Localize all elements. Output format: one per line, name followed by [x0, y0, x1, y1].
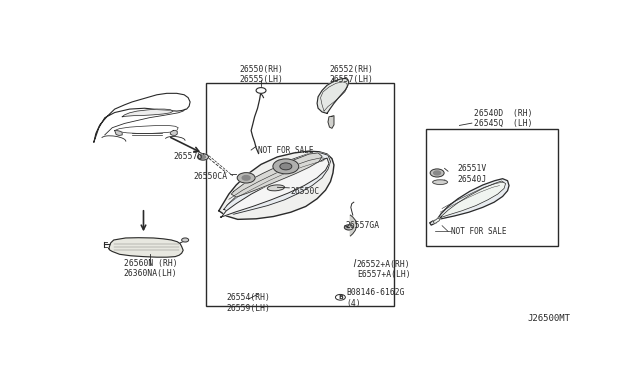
Circle shape — [237, 173, 255, 183]
Circle shape — [280, 163, 292, 170]
Polygon shape — [328, 116, 334, 128]
Circle shape — [200, 155, 205, 158]
Text: NOT FOR SALE: NOT FOR SALE — [257, 145, 313, 154]
Polygon shape — [350, 215, 356, 236]
Text: 26550CA: 26550CA — [193, 173, 227, 182]
Circle shape — [256, 87, 266, 93]
Circle shape — [182, 238, 189, 242]
Text: B: B — [338, 295, 343, 300]
Polygon shape — [433, 181, 506, 224]
Text: 26552+A(RH)
E6557+A(LH): 26552+A(RH) E6557+A(LH) — [356, 260, 410, 279]
Text: NOT FOR SALE: NOT FOR SALE — [451, 227, 506, 236]
Text: 26540J: 26540J — [457, 175, 486, 185]
Ellipse shape — [268, 185, 285, 191]
Bar — [207, 83, 394, 306]
Circle shape — [273, 159, 299, 174]
Polygon shape — [219, 151, 334, 219]
Text: 26557GA: 26557GA — [346, 221, 380, 230]
Polygon shape — [115, 131, 122, 135]
Text: 26550(RH)
26555(LH): 26550(RH) 26555(LH) — [239, 65, 283, 84]
Text: 26540D  (RH)
26545Q  (LH): 26540D (RH) 26545Q (LH) — [474, 109, 533, 128]
Polygon shape — [220, 158, 329, 217]
Text: J26500MT: J26500MT — [527, 314, 570, 323]
Polygon shape — [429, 179, 509, 225]
Circle shape — [335, 294, 346, 300]
Polygon shape — [224, 153, 330, 214]
Circle shape — [242, 176, 250, 180]
Text: 26551V: 26551V — [457, 164, 486, 173]
Text: 26560N (RH)
26360NA(LH): 26560N (RH) 26360NA(LH) — [124, 259, 177, 278]
Polygon shape — [170, 131, 177, 135]
Text: 26550C: 26550C — [291, 187, 320, 196]
Polygon shape — [317, 78, 349, 113]
Text: 26552(RH)
26557(LH): 26552(RH) 26557(LH) — [330, 65, 374, 84]
Polygon shape — [94, 93, 190, 142]
Ellipse shape — [433, 180, 447, 185]
Text: B08146-6162G
(4): B08146-6162G (4) — [347, 288, 405, 308]
Bar — [426, 129, 557, 246]
Circle shape — [430, 169, 444, 177]
Circle shape — [198, 154, 209, 160]
Polygon shape — [115, 125, 178, 134]
Circle shape — [344, 225, 353, 230]
Text: 26557G: 26557G — [173, 153, 203, 161]
Polygon shape — [122, 109, 173, 117]
Text: 26554(RH)
26559(LH): 26554(RH) 26559(LH) — [227, 293, 271, 313]
Polygon shape — [231, 153, 322, 197]
Polygon shape — [109, 238, 183, 257]
Circle shape — [434, 171, 440, 175]
